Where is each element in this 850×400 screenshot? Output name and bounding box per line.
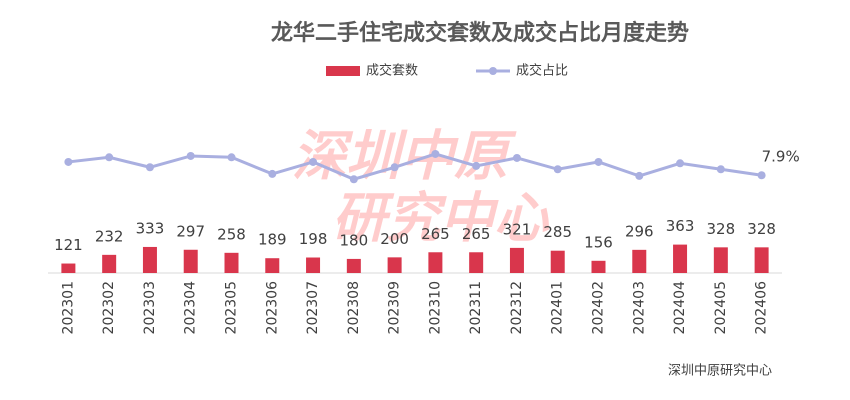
data-label: 328 bbox=[747, 220, 776, 238]
bar bbox=[754, 247, 769, 273]
legend-label: 成交占比 bbox=[516, 63, 568, 79]
x-tick-label: 202310 bbox=[427, 281, 443, 334]
bar bbox=[142, 246, 157, 273]
legend-swatch bbox=[326, 66, 360, 76]
line-point bbox=[145, 163, 154, 172]
bar bbox=[183, 249, 198, 273]
legend-label: 成交套数 bbox=[366, 63, 418, 79]
x-tick-label: 202403 bbox=[631, 281, 647, 334]
x-tick-label: 202309 bbox=[387, 281, 403, 334]
data-label: 258 bbox=[217, 225, 246, 243]
bar bbox=[673, 244, 688, 273]
line-point bbox=[390, 163, 399, 172]
line-point bbox=[349, 175, 358, 184]
bar bbox=[224, 252, 239, 273]
line-point bbox=[594, 157, 603, 166]
data-label: 328 bbox=[707, 220, 736, 238]
data-label: 121 bbox=[54, 236, 83, 254]
bar bbox=[265, 258, 280, 273]
x-tick-label: 202404 bbox=[672, 281, 688, 335]
legend-swatch bbox=[489, 67, 497, 75]
line-point bbox=[472, 161, 481, 170]
data-label: 200 bbox=[380, 230, 409, 248]
bar bbox=[61, 263, 76, 273]
data-label: 296 bbox=[625, 222, 654, 240]
x-tick-label: 202308 bbox=[346, 281, 362, 334]
line-point bbox=[268, 169, 277, 178]
line-point bbox=[431, 149, 440, 158]
x-tick-label: 202306 bbox=[264, 281, 280, 335]
x-tick-label: 202304 bbox=[183, 281, 199, 335]
line-point bbox=[635, 171, 644, 180]
x-tick-label: 202301 bbox=[60, 281, 76, 334]
bar bbox=[509, 247, 524, 273]
line-point bbox=[64, 157, 73, 166]
data-label: 297 bbox=[176, 222, 205, 240]
line-point bbox=[676, 159, 685, 168]
line-point bbox=[227, 153, 236, 162]
bar bbox=[469, 252, 484, 273]
data-label: 285 bbox=[543, 223, 572, 241]
x-tick-label: 202312 bbox=[509, 281, 525, 334]
watermark-text: 深圳中原 bbox=[292, 125, 517, 188]
line-point bbox=[512, 153, 521, 162]
data-label: 189 bbox=[258, 231, 287, 249]
data-label: 156 bbox=[584, 233, 613, 251]
chart-title: 龙华二手住宅成交套数及成交占比月度走势 bbox=[271, 20, 689, 46]
bar bbox=[387, 257, 402, 273]
line-point bbox=[757, 171, 766, 180]
watermark-text: 研究中心 bbox=[332, 187, 550, 250]
line bbox=[68, 152, 762, 181]
data-label: 321 bbox=[503, 220, 532, 238]
source: 深圳中原研究中心 bbox=[668, 364, 772, 379]
data-label: 363 bbox=[666, 217, 695, 235]
line-point bbox=[553, 165, 562, 174]
x-tick-label: 202303 bbox=[142, 281, 158, 334]
bar bbox=[632, 249, 647, 273]
x-tick-label: 202311 bbox=[468, 281, 484, 334]
line-point bbox=[105, 153, 114, 162]
bar bbox=[713, 247, 728, 273]
data-label: 265 bbox=[462, 225, 491, 243]
data-label: 265 bbox=[421, 225, 450, 243]
data-label: 232 bbox=[95, 227, 124, 245]
x-tick-label: 202405 bbox=[713, 281, 729, 334]
line-point bbox=[309, 157, 318, 166]
bar bbox=[428, 252, 443, 273]
bar bbox=[306, 257, 321, 273]
x-tick-label: 202402 bbox=[591, 281, 607, 334]
data-label: 7.9% bbox=[762, 148, 800, 166]
bar bbox=[102, 254, 117, 273]
bar bbox=[346, 258, 361, 273]
watermark: 深圳中原 研究中心 bbox=[292, 125, 550, 250]
x-tick-label: 202302 bbox=[101, 281, 117, 334]
x-tick-label: 202305 bbox=[224, 281, 240, 334]
x-tick-label: 202406 bbox=[754, 281, 770, 335]
line-point bbox=[716, 165, 725, 174]
bar bbox=[591, 260, 606, 273]
bar bbox=[550, 250, 565, 273]
data-label: 333 bbox=[136, 219, 165, 237]
data-label: 198 bbox=[299, 230, 328, 248]
data-label: 180 bbox=[340, 231, 369, 249]
x-tick-label: 202307 bbox=[305, 281, 321, 334]
line-point bbox=[186, 151, 195, 160]
x-tick-label: 202401 bbox=[550, 281, 566, 334]
